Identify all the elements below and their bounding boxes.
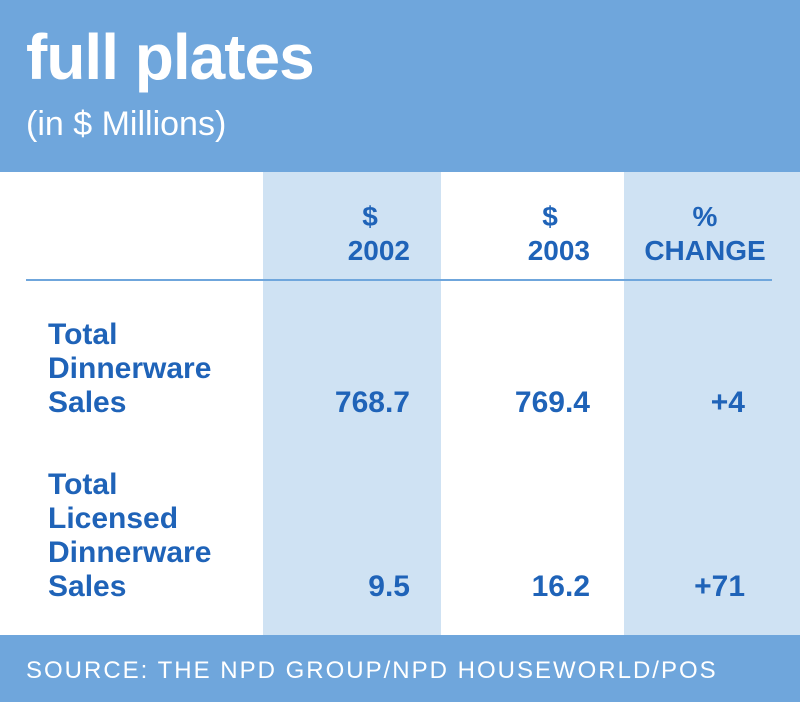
column-header-2002: $ 2002: [300, 200, 410, 268]
column-header-2002-unit: $: [362, 201, 378, 232]
cell-licensed-2003: 16.2: [531, 570, 590, 603]
row-label-total-dinnerware: Total Dinnerware Sales: [48, 318, 211, 420]
cell-dinnerware-2002: 768.7: [334, 386, 410, 419]
row-label-line: Sales: [48, 570, 127, 603]
row-label-line: Dinnerware: [48, 352, 212, 385]
source-note: SOURCE: THE NPD GROUP/NPD HOUSEWORLD/POS: [26, 657, 718, 684]
source-band: [0, 635, 800, 702]
row-label-line: Total: [48, 318, 118, 351]
column-header-2003: $ 2003: [480, 200, 590, 268]
cell-dinnerware-2003: 769.4: [514, 386, 590, 419]
row-label-line: Sales: [48, 386, 127, 419]
column-header-2002-label: 2002: [347, 235, 410, 266]
title-band: [0, 0, 800, 172]
header-divider: [26, 279, 772, 281]
row-label-line: Licensed: [48, 502, 179, 535]
row-label-line: Dinnerware: [48, 536, 212, 569]
column-header-change: % CHANGE: [640, 200, 770, 268]
cell-dinnerware-change: +4: [710, 386, 745, 419]
chart-subtitle: (in $ Millions): [26, 105, 227, 143]
column-header-change-label: CHANGE: [644, 235, 766, 266]
row-label-licensed-dinnerware: Total Licensed Dinnerware Sales: [48, 468, 211, 604]
column-header-change-unit: %: [692, 201, 718, 232]
row-label-line: Total: [48, 468, 118, 501]
chart-title: full plates: [26, 21, 315, 93]
cell-licensed-change: +71: [694, 570, 745, 603]
cell-licensed-2002: 9.5: [368, 570, 410, 603]
column-header-2003-unit: $: [542, 201, 558, 232]
column-shade-change: [624, 172, 800, 635]
column-header-2003-label: 2003: [527, 235, 590, 266]
column-shade-2002: [263, 172, 441, 635]
